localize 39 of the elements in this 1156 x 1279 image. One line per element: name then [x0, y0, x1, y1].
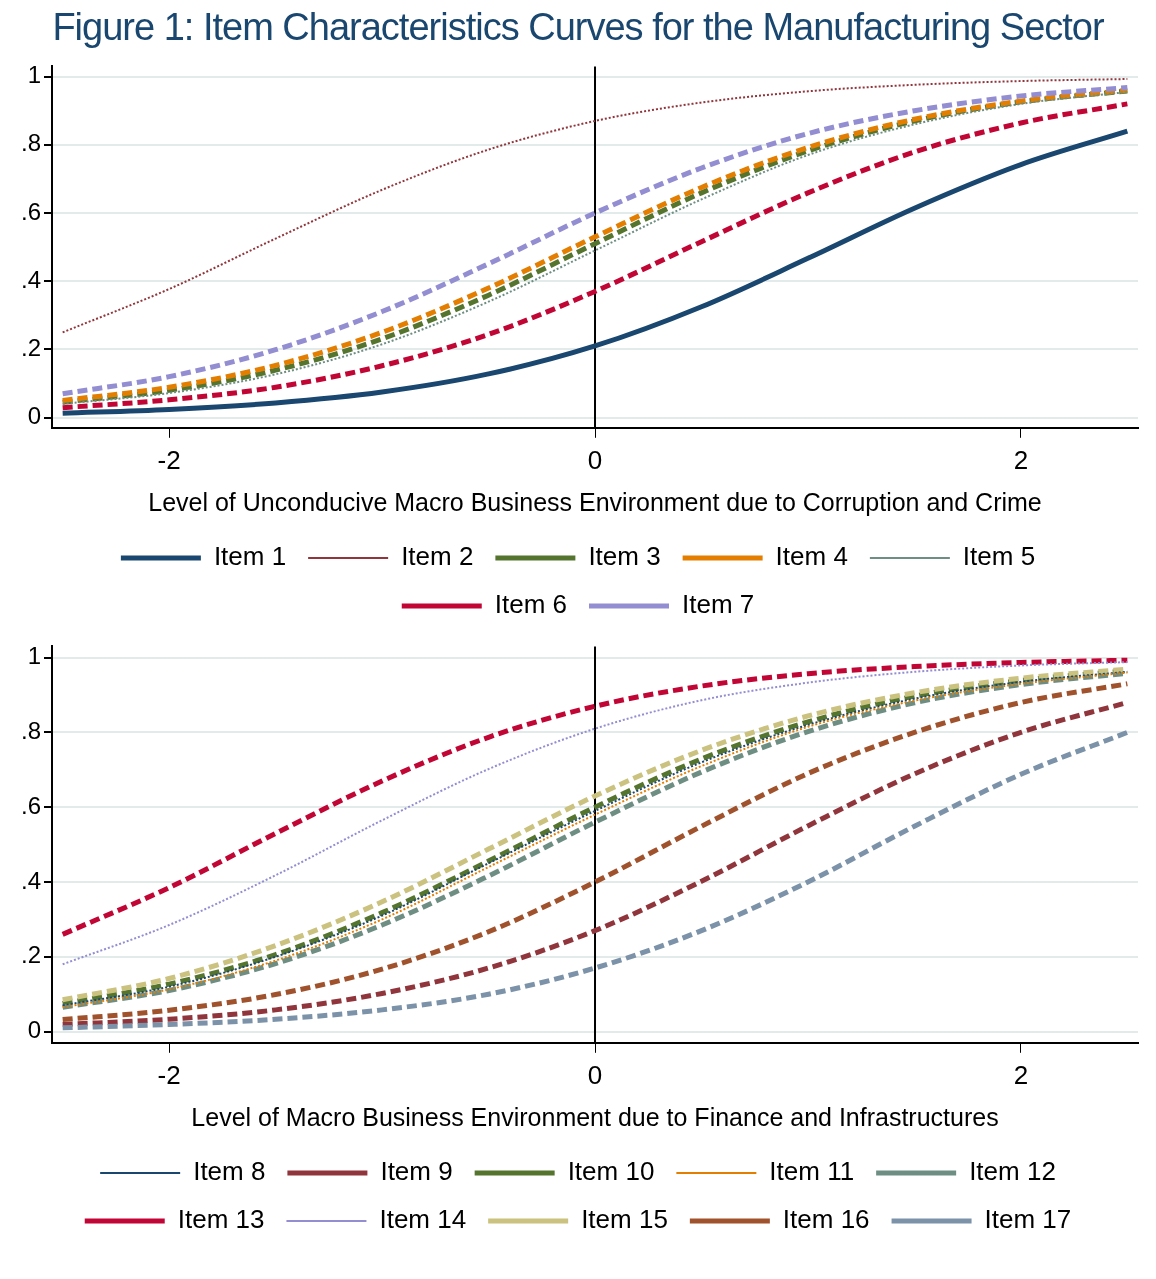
- legend-label: Item 14: [379, 1204, 467, 1235]
- legend-label: Item 8: [193, 1156, 266, 1187]
- legend-label: Item 7: [682, 589, 755, 620]
- legend-label: Item 10: [567, 1156, 655, 1187]
- legend-label: Item 3: [588, 541, 661, 572]
- legend-label: Item 6: [494, 589, 567, 620]
- x-tick-label: 2: [1013, 1059, 1029, 1090]
- legend-label: Item 15: [581, 1204, 668, 1235]
- legend-label: Item 11: [769, 1156, 855, 1187]
- y-tick-label: 1: [27, 642, 42, 670]
- legend-label: Item 13: [177, 1204, 265, 1235]
- y-tick-label: 0: [27, 1016, 42, 1044]
- legend-label: Item 16: [782, 1204, 870, 1235]
- legend-label: Item 2: [401, 541, 474, 572]
- x-tick-label: -2: [157, 1059, 181, 1090]
- x-tick-label: -2: [157, 444, 181, 475]
- x-tick-label: 2: [1013, 444, 1029, 475]
- legend-label: Item 9: [380, 1156, 453, 1187]
- y-tick-label: 0: [27, 402, 42, 430]
- y-tick-label: .8: [21, 129, 42, 157]
- line-series: [61, 78, 1129, 334]
- x-tick-label: 0: [587, 444, 603, 475]
- y-tick-label: .2: [21, 941, 42, 969]
- y-tick-label: 1: [27, 61, 42, 89]
- x-axis-title: Level of Unconducive Macro Business Environment due to Corruption and Crime: [148, 487, 1042, 516]
- x-tick-label: 0: [587, 1059, 603, 1090]
- y-tick-label: .6: [21, 791, 42, 819]
- legend-label: Item 12: [969, 1156, 1056, 1187]
- legend-label: Item 5: [962, 541, 1036, 572]
- y-tick-label: .2: [21, 334, 42, 362]
- chart-title: Figure 1: Item Characteristics Curves for the Manufacturing Sector: [51, 6, 1105, 49]
- legend-label: Item 4: [775, 541, 848, 572]
- y-tick-label: .4: [21, 265, 42, 293]
- legend-label: Item 1: [213, 541, 287, 572]
- y-tick-label: .4: [21, 866, 42, 894]
- legend-label: Item 17: [984, 1204, 1072, 1235]
- y-tick-label: .8: [21, 717, 42, 745]
- y-tick-label: .6: [21, 197, 42, 225]
- x-axis-title: Level of Macro Business Environment due to Finance and Infrastructures: [191, 1102, 999, 1131]
